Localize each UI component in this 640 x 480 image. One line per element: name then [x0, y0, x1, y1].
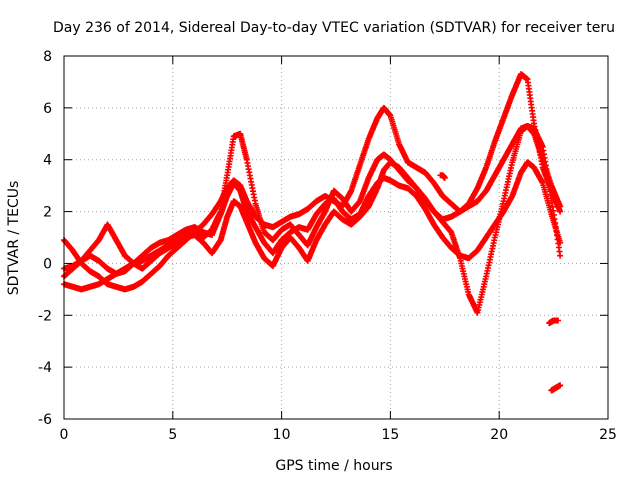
series-markers: [548, 382, 564, 394]
y-tick-label: 8: [43, 49, 52, 65]
x-tick-label: 15: [381, 427, 399, 443]
y-tick-label: -6: [38, 412, 52, 428]
x-tick-label: 20: [490, 427, 508, 443]
x-tick-label: 25: [599, 427, 617, 443]
series-markers: [437, 172, 448, 181]
series-markers: [546, 317, 561, 327]
axis-ticks: 0 5 10 15 20 25 -6 -4 -2 0 2 4 6 8: [38, 49, 617, 443]
x-tick-label: 10: [273, 427, 291, 443]
x-tick-label: 5: [168, 427, 177, 443]
chart-title: Day 236 of 2014, Sidereal Day-to-day VTE…: [53, 20, 615, 36]
x-tick-label: 0: [60, 427, 69, 443]
y-tick-label: 4: [43, 153, 52, 169]
y-tick-label: -2: [38, 308, 52, 324]
y-axis-label: SDTVAR / TECUs: [6, 181, 22, 296]
x-axis-label: GPS time / hours: [275, 458, 392, 474]
grid-lines: [64, 56, 608, 419]
series-isolated-1: [437, 172, 448, 181]
data-series: [61, 71, 564, 394]
y-tick-label: 0: [43, 256, 52, 272]
y-tick-label: 2: [43, 205, 52, 221]
series-isolated-2: [546, 317, 561, 327]
y-tick-label: 6: [43, 101, 52, 117]
y-tick-label: -4: [38, 360, 52, 376]
series-isolated-3: [548, 382, 564, 394]
plot-frame: [63, 55, 609, 420]
